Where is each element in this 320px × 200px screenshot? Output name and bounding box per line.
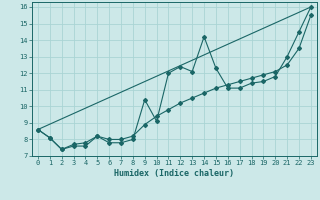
X-axis label: Humidex (Indice chaleur): Humidex (Indice chaleur) bbox=[115, 169, 234, 178]
